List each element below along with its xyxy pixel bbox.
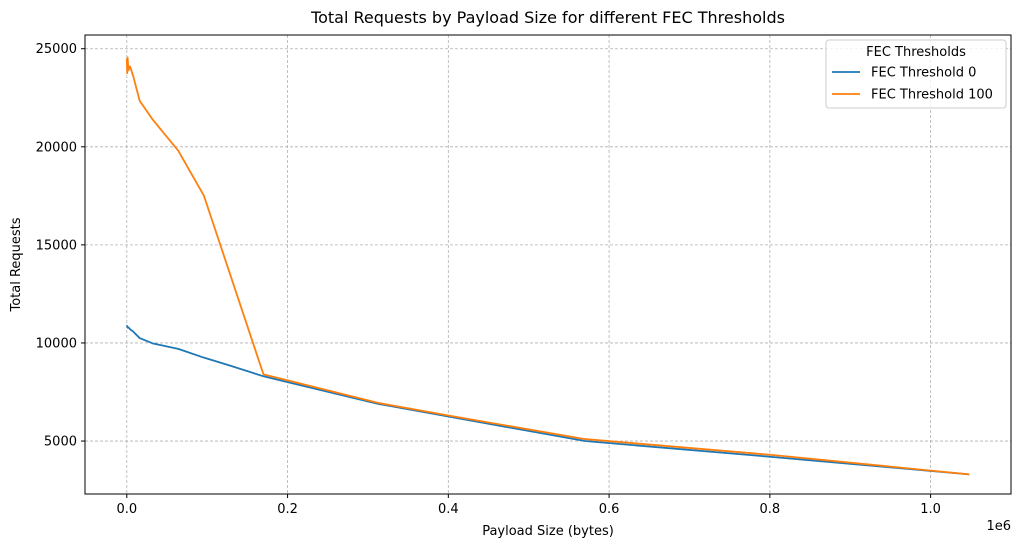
y-axis-label: Total Requests <box>9 217 24 312</box>
y-tick-label: 20000 <box>36 140 77 155</box>
y-tick-label: 15000 <box>36 238 77 253</box>
series-line-0 <box>125 325 970 476</box>
x-tick-label: 0.4 <box>438 502 459 517</box>
legend-entry-label: FEC Threshold 0 <box>871 66 976 81</box>
plot-frame <box>84 34 1012 495</box>
x-axis-ticks: 0.0 0.2 0.4 0.6 0.8 1.0 <box>116 494 941 517</box>
x-tick-label: 0.8 <box>760 502 781 517</box>
y-axis-ticks: 5000 10000 15000 20000 25000 <box>36 42 85 450</box>
legend: FEC Thresholds FEC Threshold 0 FEC Thresh… <box>825 39 1007 109</box>
legend-box <box>825 39 1007 109</box>
chart-title: Total Requests by Payload Size for diffe… <box>310 8 785 27</box>
series-lines <box>125 56 970 476</box>
x-axis-offset-label: 1e6 <box>986 519 1011 534</box>
x-tick-label: 0.2 <box>277 502 298 517</box>
x-tick-label: 0.6 <box>599 502 620 517</box>
legend-title: FEC Thresholds <box>866 45 966 60</box>
y-tick-label: 5000 <box>44 435 77 450</box>
y-tick-label: 10000 <box>36 336 77 351</box>
x-tick-label: 0.0 <box>116 502 137 517</box>
x-axis-label: Payload Size (bytes) <box>482 524 614 539</box>
series-line-1 <box>125 56 970 476</box>
y-tick-label: 25000 <box>36 42 77 57</box>
x-tick-label: 1.0 <box>920 502 941 517</box>
legend-entry-label: FEC Threshold 100 <box>871 88 993 103</box>
